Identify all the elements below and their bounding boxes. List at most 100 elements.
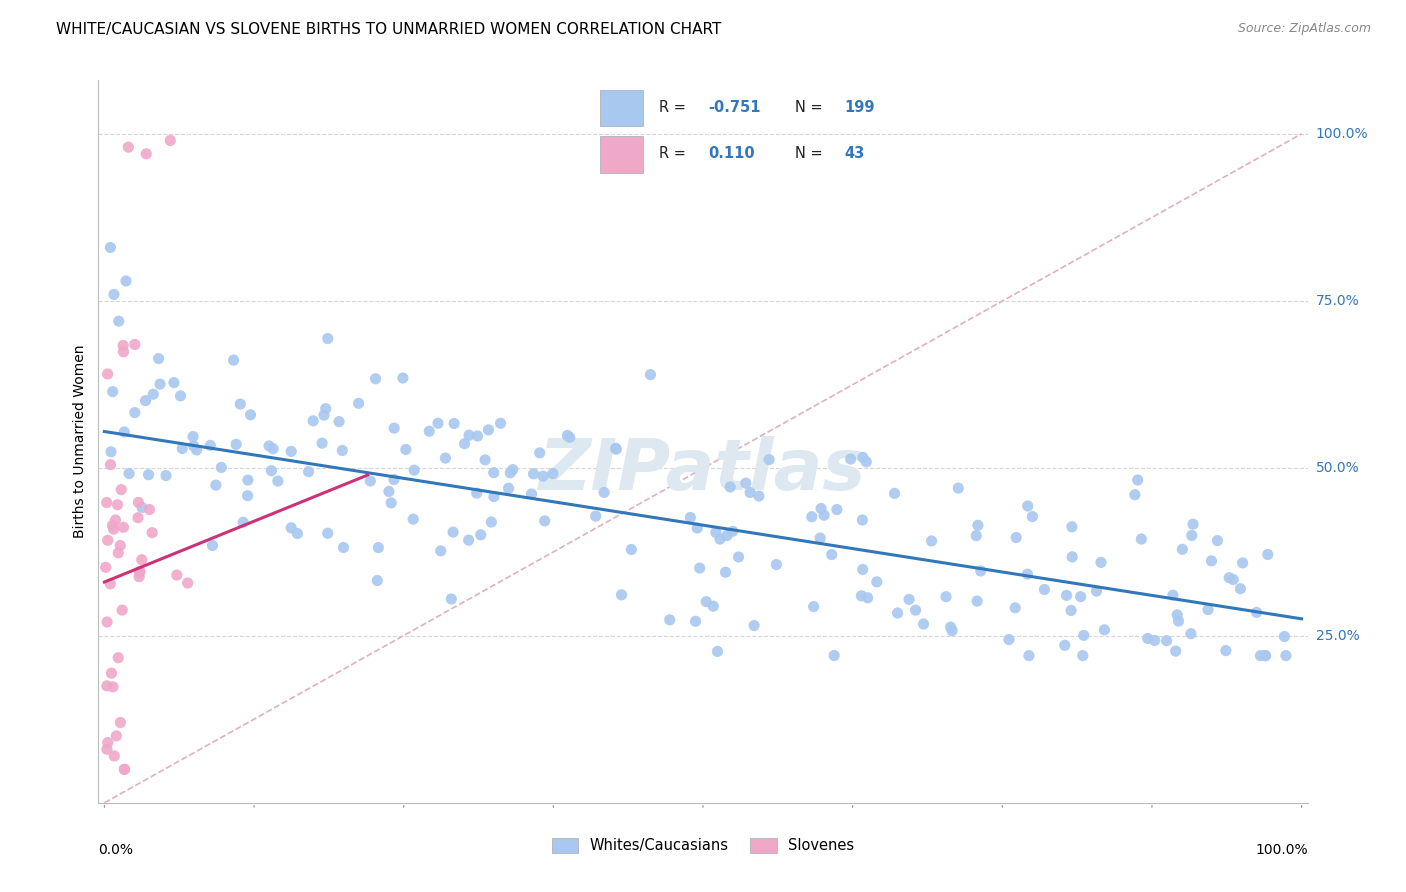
Text: 0.0%: 0.0% (98, 843, 134, 856)
Point (429, 544, 451, 558)
Point (967, 518, 990, 533)
Point (921, 533, 943, 548)
Point (440, 592, 463, 607)
Point (382, 421, 405, 435)
Point (1073, 628, 1095, 642)
Point (1062, 549, 1084, 564)
Point (141, 525, 163, 540)
Point (825, 502, 848, 516)
Text: 100.0%: 100.0% (1256, 843, 1308, 856)
Point (103, 522, 125, 536)
Point (502, 462, 524, 476)
Point (823, 648, 845, 663)
Point (135, 147, 157, 161)
Point (704, 525, 727, 540)
Point (186, 443, 208, 458)
Point (1004, 600, 1026, 615)
Point (100, 241, 122, 255)
Point (935, 590, 957, 604)
Point (280, 444, 302, 458)
Point (347, 396, 370, 410)
Point (856, 591, 879, 605)
Point (1181, 528, 1204, 542)
Point (97, 533, 120, 548)
Point (482, 490, 505, 504)
Y-axis label: Births to Unmarried Women: Births to Unmarried Women (73, 345, 87, 538)
Point (138, 467, 160, 482)
Point (800, 509, 823, 524)
Point (229, 397, 252, 411)
Point (886, 606, 908, 620)
Point (851, 513, 873, 527)
Point (734, 476, 756, 491)
Point (998, 632, 1021, 647)
Point (520, 487, 543, 501)
Point (1222, 573, 1244, 587)
Point (359, 474, 381, 488)
Point (260, 464, 283, 478)
Point (1274, 630, 1296, 644)
Point (1182, 517, 1205, 532)
Point (101, 384, 124, 399)
Point (159, 134, 181, 148)
Point (115, 274, 138, 288)
Point (458, 428, 481, 442)
FancyBboxPatch shape (600, 136, 643, 173)
Point (118, 467, 141, 481)
Point (236, 473, 259, 487)
Point (1060, 603, 1083, 617)
Point (679, 510, 702, 524)
Point (114, 762, 136, 776)
Point (112, 338, 135, 352)
Point (200, 438, 222, 452)
Text: 75.0%: 75.0% (1316, 294, 1360, 308)
Point (96, 495, 118, 509)
Point (742, 618, 765, 632)
Point (1166, 607, 1188, 622)
Point (124, 337, 146, 351)
Point (441, 525, 464, 540)
Point (1232, 556, 1254, 570)
Point (97, 367, 120, 381)
Point (1161, 588, 1184, 602)
Point (939, 620, 962, 634)
Point (1021, 509, 1043, 524)
Text: -0.751: -0.751 (709, 100, 761, 115)
Point (131, 500, 153, 515)
Point (718, 480, 741, 494)
Point (1130, 532, 1153, 546)
Point (1094, 623, 1116, 637)
Point (418, 424, 440, 438)
Point (172, 442, 194, 456)
Point (183, 439, 205, 453)
Point (1246, 606, 1268, 620)
Point (1218, 571, 1240, 585)
Point (531, 469, 554, 483)
Point (127, 495, 149, 509)
Point (201, 539, 224, 553)
Point (855, 455, 877, 469)
Point (727, 549, 749, 564)
Point (100, 458, 122, 472)
Point (148, 351, 170, 366)
Point (748, 489, 770, 503)
Point (366, 574, 388, 588)
Point (866, 574, 889, 589)
Point (1201, 554, 1223, 568)
Point (105, 729, 128, 743)
Point (852, 450, 875, 465)
Point (111, 603, 134, 617)
Point (852, 562, 875, 576)
Point (103, 287, 125, 301)
Point (1257, 548, 1279, 562)
Point (129, 565, 152, 579)
Point (965, 528, 987, 542)
Point (267, 474, 290, 488)
Point (316, 526, 339, 541)
Point (1060, 520, 1083, 534)
Point (402, 512, 425, 526)
Point (1085, 584, 1108, 599)
Point (107, 314, 129, 328)
Point (1197, 602, 1219, 616)
Point (239, 408, 262, 422)
